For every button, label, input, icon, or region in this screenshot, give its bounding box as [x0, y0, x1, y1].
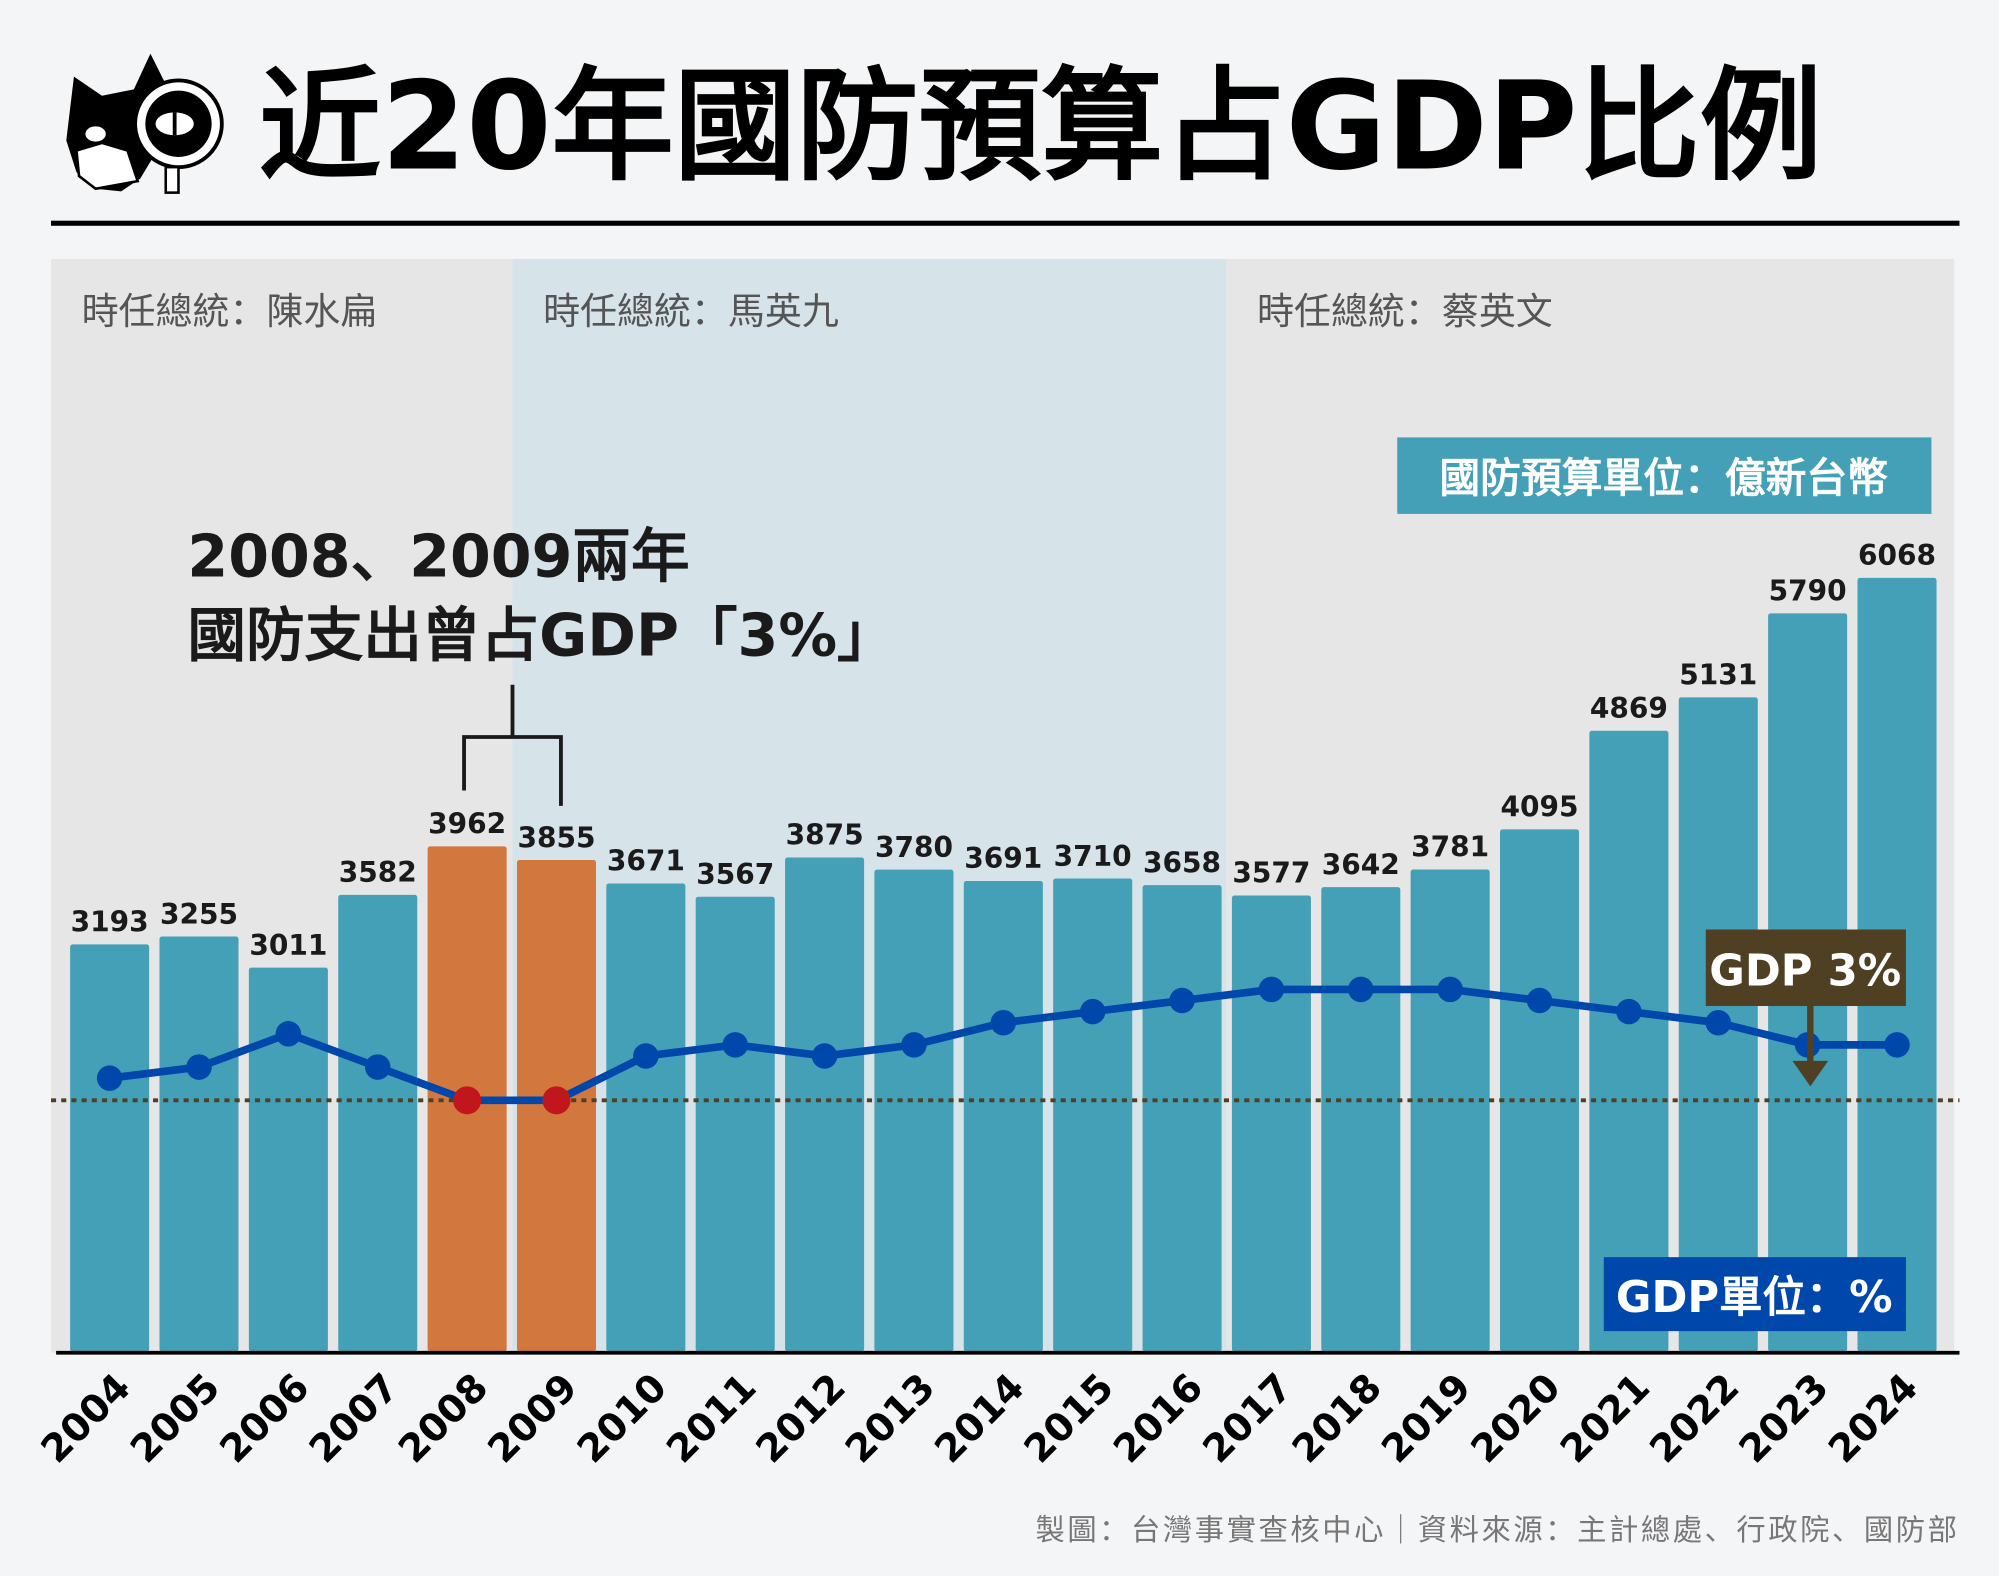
budget-unit-label: 國防預算單位：億新台幣	[1439, 454, 1888, 502]
x-tick-label: 2020	[1463, 1366, 1569, 1472]
x-tick-label: 2015	[1016, 1366, 1122, 1472]
bar-value-label: 5131	[1679, 659, 1757, 692]
x-tick-label: 2014	[927, 1366, 1033, 1472]
gdp3-box	[1705, 929, 1906, 1007]
x-tick-label: 2017	[1195, 1366, 1301, 1472]
x-tick-label: 2019	[1374, 1366, 1480, 1472]
budget-unit-box	[1397, 437, 1932, 514]
gdp-point-2015	[1079, 998, 1106, 1025]
gdp-point-2017	[1258, 976, 1285, 1003]
bar-value-label: 3642	[1322, 848, 1400, 881]
gdp-point-2020	[1526, 987, 1553, 1014]
gdp-point-2010	[633, 1043, 659, 1069]
bar-value-label: 3780	[875, 831, 953, 864]
x-tick-label: 2023	[1731, 1366, 1837, 1472]
bar-2007	[338, 894, 418, 1352]
title-divider	[50, 220, 1960, 226]
bar-value-label: 5790	[1769, 575, 1847, 608]
x-tick-label: 2022	[1642, 1366, 1748, 1472]
bar-value-label: 4095	[1501, 791, 1579, 824]
annotation-line2: 國防支出曾占GDP「3%」	[187, 601, 895, 669]
gdp-point-2008	[453, 1086, 482, 1115]
x-tick-label: 2009	[480, 1366, 586, 1472]
gdp-point-2004	[96, 1065, 123, 1091]
bar-value-label: 3691	[964, 842, 1042, 875]
bar-value-label: 3658	[1143, 846, 1221, 879]
x-tick-label: 2011	[659, 1366, 765, 1472]
x-tick-label: 2007	[301, 1366, 407, 1472]
gdp-point-2016	[1169, 987, 1195, 1014]
x-tick-label: 2005	[123, 1366, 229, 1472]
bar-2013	[874, 869, 954, 1352]
gdp-point-2024	[1884, 1032, 1910, 1058]
bar-2015	[1053, 878, 1133, 1352]
bar-2017	[1231, 895, 1311, 1352]
x-tick-label: 2021	[1553, 1366, 1659, 1472]
x-tick-label: 2012	[748, 1366, 854, 1472]
bar-2011	[695, 896, 775, 1352]
x-tick-label: 2004	[33, 1366, 139, 1472]
period-label: 時任總統：陳水扁	[82, 290, 378, 333]
gdp-point-2011	[722, 1032, 748, 1058]
bar-2006	[248, 967, 328, 1352]
annotation-line1: 2008、2009兩年	[187, 522, 689, 590]
gdp-point-2021	[1616, 998, 1642, 1025]
x-tick-label: 2006	[212, 1366, 318, 1472]
gdp-point-2019	[1437, 976, 1463, 1003]
bar-2004	[70, 944, 150, 1352]
bar-2018	[1321, 887, 1401, 1352]
annotation-bracket	[462, 684, 563, 806]
bar-value-label: 3671	[607, 845, 685, 878]
bar-value-label: 4869	[1590, 692, 1668, 725]
bar-2021	[1589, 730, 1669, 1352]
gdp-point-2014	[990, 1009, 1017, 1036]
gdp-unit-label: GDP單位：%	[1616, 1273, 1893, 1323]
bar-value-label: 3255	[160, 898, 238, 931]
footer-source: 製圖：台灣事實查核中心｜資料來源：主計總處、行政院、國防部	[1035, 1513, 1959, 1547]
bar-value-label: 6068	[1858, 539, 1936, 572]
x-tick-label: 2018	[1284, 1366, 1390, 1472]
gdp-point-2006	[275, 1021, 302, 1047]
gdp-point-2018	[1348, 976, 1374, 1003]
gdp3-label: GDP 3%	[1709, 947, 1901, 997]
bar-2020	[1500, 829, 1580, 1352]
cat-magnifier-logo	[66, 53, 224, 194]
x-tick-label: 2024	[1821, 1366, 1927, 1472]
bar-value-label: 3011	[249, 929, 327, 962]
gdp-point-2022	[1705, 1009, 1732, 1036]
bar-value-label: 3781	[1411, 831, 1489, 864]
bar-2019	[1410, 869, 1490, 1352]
chart-title: 近20年國防預算占GDP比例	[259, 54, 1822, 197]
bar-value-label: 3193	[71, 906, 149, 939]
bar-value-label: 3567	[696, 858, 774, 891]
bar-value-label: 3577	[1232, 857, 1310, 890]
bar-2016	[1142, 885, 1222, 1352]
bar-value-label: 3962	[428, 808, 506, 841]
bar-value-label: 3710	[1054, 840, 1132, 873]
gdp-point-2009	[542, 1086, 571, 1115]
period-label: 時任總統：蔡英文	[1257, 290, 1553, 333]
x-tick-label: 2008	[391, 1366, 497, 1472]
bar-2005	[159, 936, 239, 1352]
gdp3-arrow-head-icon	[1792, 1060, 1829, 1087]
gdp-point-2005	[186, 1054, 212, 1080]
gdp-point-2013	[901, 1032, 927, 1058]
bar-value-label: 3875	[786, 819, 864, 852]
x-tick-label: 2013	[838, 1366, 944, 1472]
x-tick-label: 2010	[570, 1366, 676, 1472]
x-tick-label: 2016	[1106, 1366, 1212, 1472]
period-label: 時任總統：馬英九	[543, 290, 839, 333]
bar-2010	[606, 883, 686, 1352]
bar-2014	[963, 880, 1043, 1352]
gdp-unit-box	[1603, 1257, 1906, 1332]
gdp-point-2007	[364, 1054, 391, 1080]
bar-value-label: 3855	[517, 821, 595, 854]
gdp-point-2012	[811, 1043, 838, 1069]
bar-2012	[785, 857, 865, 1352]
bar-value-label: 3582	[339, 856, 417, 889]
